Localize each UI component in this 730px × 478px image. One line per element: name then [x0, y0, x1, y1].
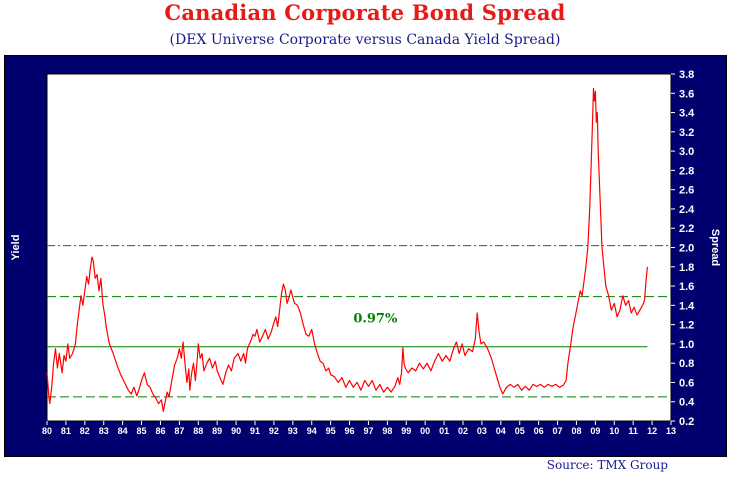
y-tick-label: 2.4 [679, 204, 695, 216]
x-tick-label: 87 [174, 426, 184, 436]
y-tick-label: 2.6 [679, 185, 694, 197]
x-tick-label: 95 [326, 426, 336, 436]
series-line-spread [46, 87, 648, 412]
x-tick-label: 97 [363, 426, 373, 436]
x-tick-label: 80 [42, 426, 52, 436]
x-tick-label: 02 [458, 426, 468, 436]
y-tick-label: 1.4 [679, 300, 695, 312]
y-tick-label: 3.2 [679, 127, 694, 139]
chart-subtitle: (DEX Universe Corporate versus Canada Yi… [169, 32, 561, 48]
x-tick-label: 07 [553, 426, 563, 436]
x-tick-label: 81 [61, 426, 71, 436]
x-tick-label: 88 [193, 426, 203, 436]
chart-frame: 0.97% 0.2 0.4 0.6 0.8 1.0 1.2 1.4 1.6 1.8 2.0 2.2 2.… [4, 55, 727, 457]
x-tick-label: 94 [307, 426, 317, 436]
x-tick-label: 90 [231, 426, 241, 436]
x-tick-label: 06 [534, 426, 544, 436]
x-tick-label: 92 [269, 426, 279, 436]
source-note: Source: TMX Group [546, 458, 668, 472]
y-tick-label: 1.6 [679, 281, 694, 293]
x-tick-label: 08 [571, 426, 581, 436]
y-tick-label: 0.8 [679, 358, 694, 370]
x-tick-label: 98 [382, 426, 392, 436]
x-tick-label: 01 [439, 426, 449, 436]
x-tick-label: 82 [80, 426, 90, 436]
x-tick-label: 11 [628, 426, 638, 436]
x-tick-label: 93 [288, 426, 298, 436]
y-tick-label: 3.0 [679, 146, 694, 158]
x-tick-label: 09 [590, 426, 600, 436]
mean-annotation: 0.97% [353, 312, 398, 327]
line-chart: 0.97% 0.2 0.4 0.6 0.8 1.0 1.2 1.4 1.6 1.8 2.0 2.2 2.… [10, 69, 721, 436]
y-tick-label: 2.8 [679, 165, 694, 177]
y-tick-label: 1.8 [679, 262, 694, 274]
x-tick-label: 83 [99, 426, 109, 436]
x-tick-label: 12 [647, 426, 657, 436]
x-tick-label: 96 [345, 426, 355, 436]
chart-title: Canadian Corporate Bond Spread [164, 0, 566, 25]
x-tick-label: 13 [666, 426, 676, 436]
y-tick-label: 1.0 [679, 339, 694, 351]
y-tick-label: 3.4 [679, 108, 695, 120]
x-tick-label: 89 [212, 426, 222, 436]
x-tick-label: 04 [496, 426, 506, 436]
x-tick-label: 84 [118, 426, 128, 436]
x-tick-label: 99 [401, 426, 411, 436]
x-tick-label: 00 [420, 426, 430, 436]
plot-area [46, 73, 672, 422]
x-tick-label: 85 [137, 426, 147, 436]
y-tick-label: 0.6 [679, 377, 694, 389]
y-axis-title-left: Yield [10, 235, 22, 261]
x-tick-label: 91 [250, 426, 260, 436]
y-tick-label: 3.6 [679, 88, 694, 100]
x-tick-label: 10 [609, 426, 619, 436]
y-tick-label: 2.2 [679, 223, 694, 235]
y-tick-label: 2.0 [679, 243, 694, 255]
y-axis-title-right: Spread [709, 229, 721, 266]
y-tick-label: 0.2 [679, 416, 694, 428]
y-tick-label: 3.8 [679, 69, 694, 81]
x-tick-label: 05 [515, 426, 525, 436]
x-tick-label: 03 [477, 426, 487, 436]
y-tick-label: 1.2 [679, 320, 694, 332]
x-tick-label: 86 [155, 426, 165, 436]
y-tick-label: 0.4 [679, 397, 695, 409]
